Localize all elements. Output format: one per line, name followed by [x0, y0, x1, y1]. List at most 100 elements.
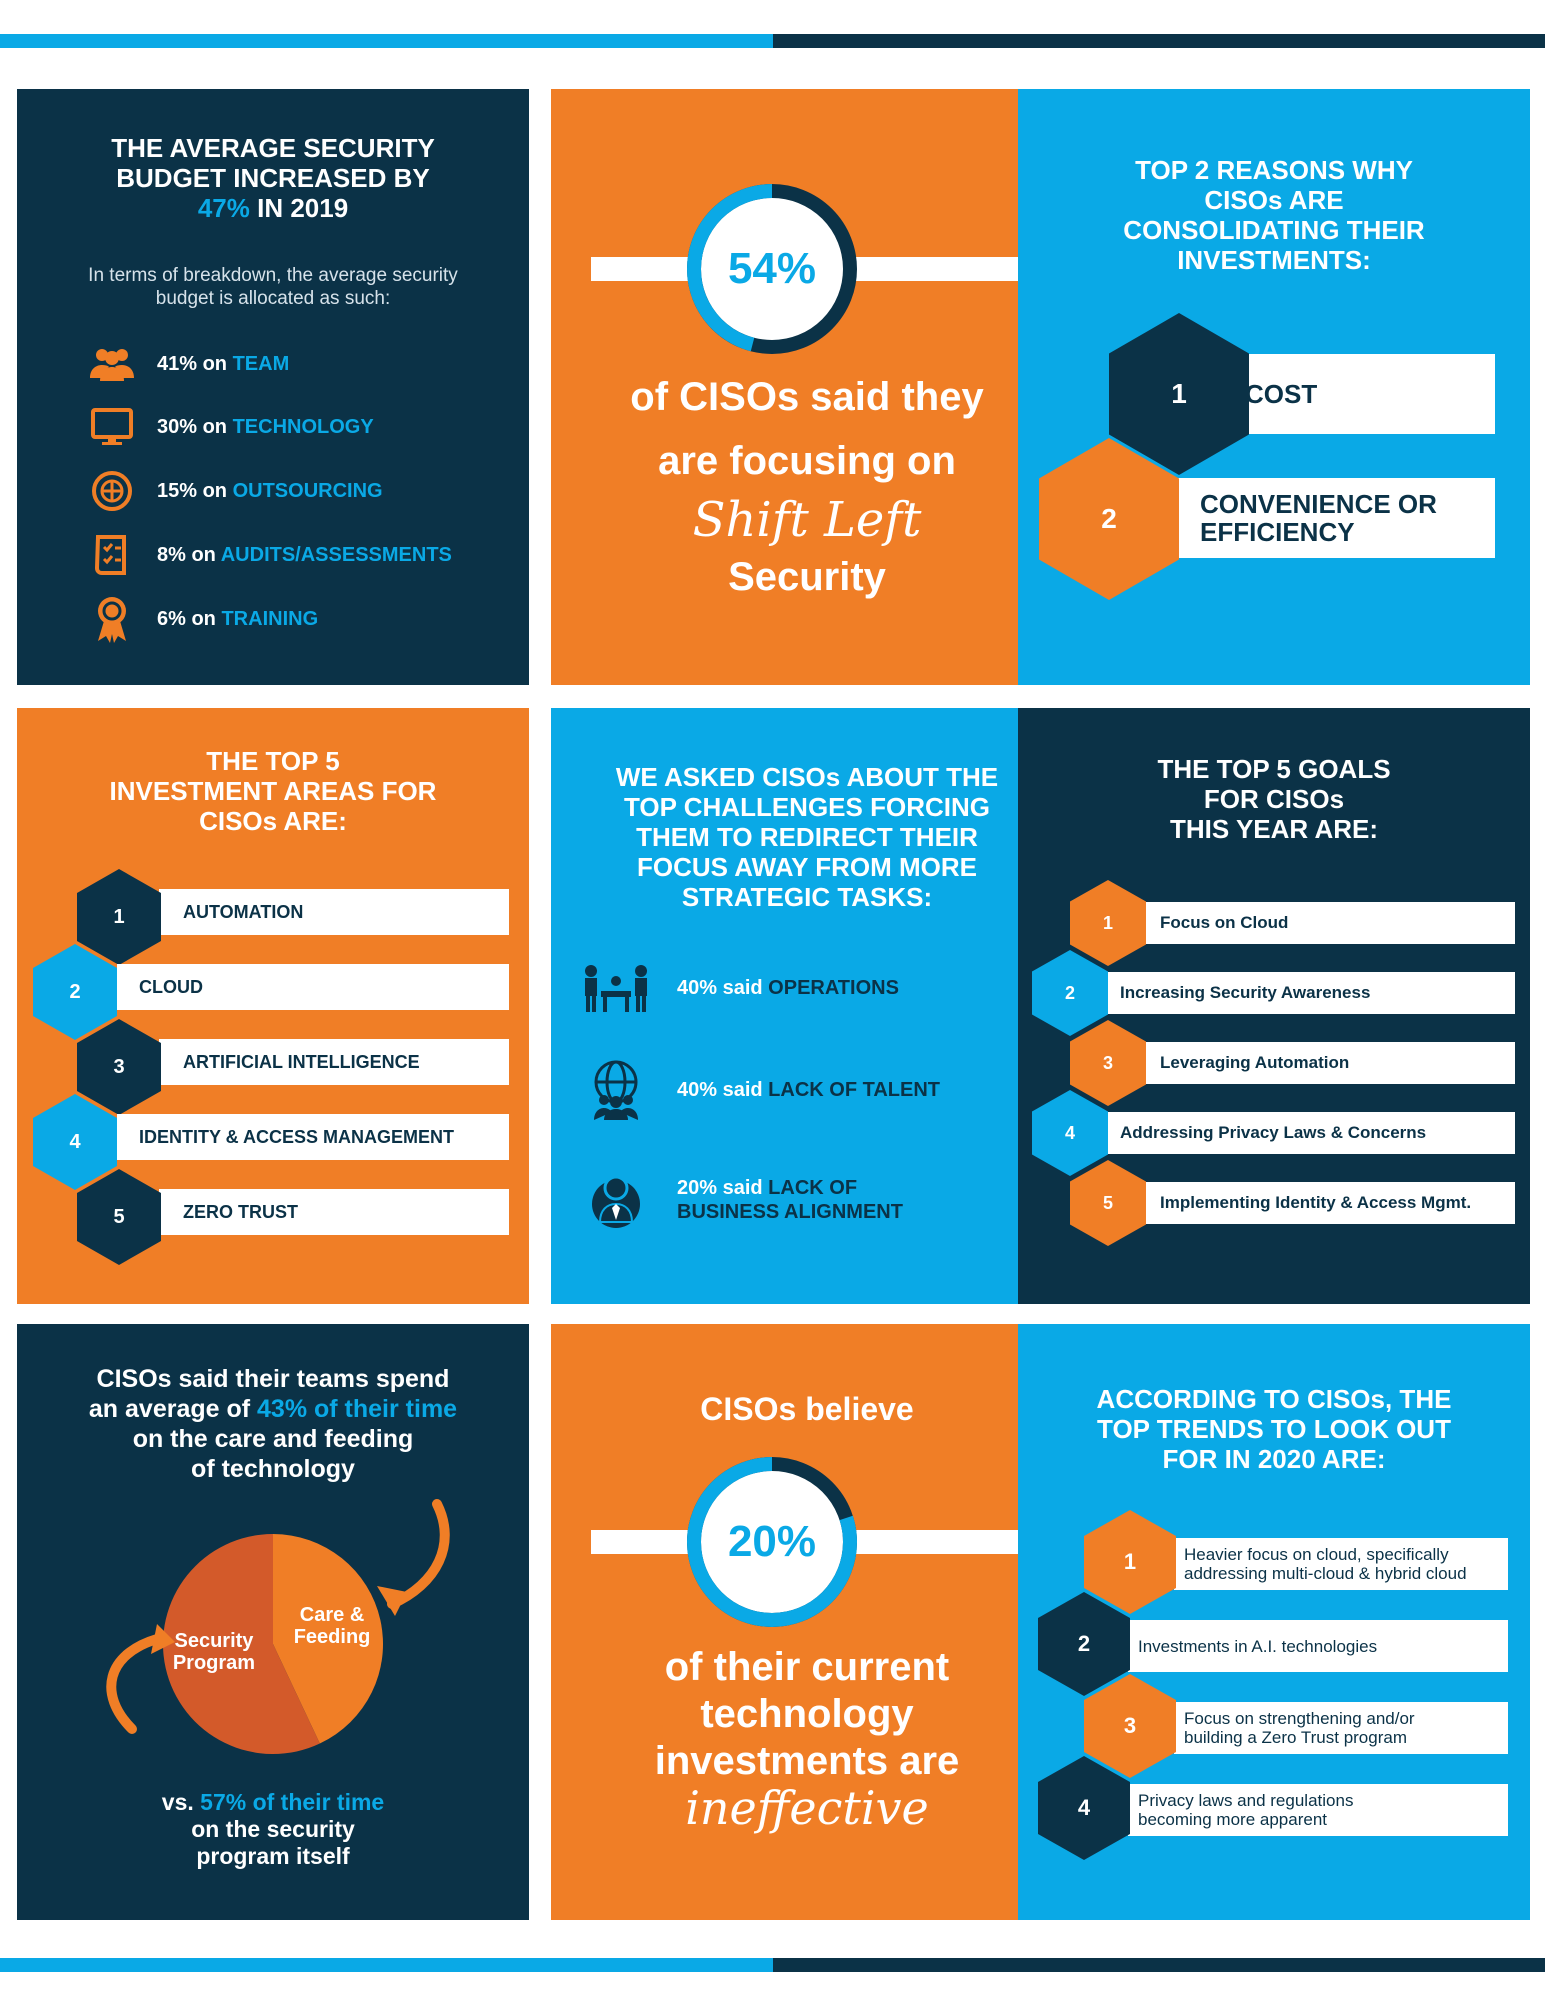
- pie-slice-care-feeding: [273, 1534, 383, 1744]
- shift-left-script: Shift Left: [692, 492, 922, 548]
- trend-item-hex: 3: [1084, 1674, 1176, 1778]
- reason-2-label-line1: CONVENIENCE OR: [1200, 489, 1437, 519]
- investment-item-box: CLOUD: [117, 964, 509, 1010]
- investment-title-line: INVESTMENT AREAS FOR: [109, 776, 437, 806]
- globe-outsourcing-icon: [87, 471, 137, 511]
- budget-panel: THE AVERAGE SECURITY BUDGET INCREASED BY…: [17, 89, 529, 685]
- goal-item-box: Addressing Privacy Laws & Concerns: [1106, 1112, 1515, 1154]
- trend-item-line1: Investments in A.I. technologies: [1138, 1636, 1378, 1656]
- budget-item-label: AUDITS/ASSESSMENTS: [220, 543, 452, 566]
- time-title-pre: an average of: [88, 1395, 251, 1423]
- goal-item-num: 4: [1064, 1122, 1075, 1143]
- time-pie-chart: Care & Feeding Security Program: [106, 1499, 450, 1754]
- investment-item-num: 1: [113, 905, 125, 928]
- investment-item-label: CLOUD: [139, 976, 203, 997]
- challenge-label: LACK OF TALENT: [768, 1079, 940, 1101]
- goal-item-label: Leveraging Automation: [1160, 1053, 1350, 1072]
- trend-item-num: 4: [1077, 1795, 1091, 1820]
- arrow-curve-bottom: [106, 1634, 162, 1734]
- pie-label-care-feeding: Care & Feeding: [294, 1604, 371, 1648]
- investment-item-box: AUTOMATION: [159, 889, 509, 935]
- trend-item-text: Privacy laws and regulations becoming mor…: [1138, 1791, 1353, 1829]
- investment-item-box: ARTIFICIAL INTELLIGENCE: [159, 1039, 509, 1085]
- time-title-line4: of technology: [191, 1455, 355, 1483]
- shift-left-text: of CISOs said they are focusing on Shift…: [551, 374, 1063, 600]
- trend-item-line1: Focus on strengthening and/or: [1184, 1709, 1415, 1728]
- reason-2-num: 2: [1101, 503, 1117, 534]
- budget-item-audits: 8% on AUDITS/ASSESSMENTS: [87, 535, 452, 575]
- goals-title-line: FOR CISOs: [1203, 784, 1345, 814]
- reason-2-label-line2: EFFICIENCY: [1200, 517, 1355, 547]
- arrow-head-bottom: [151, 1624, 175, 1654]
- time-bottom-pre: vs.: [161, 1789, 194, 1815]
- reasons-title: TOP 2 REASONS WHY CISOs ARE CONSOLIDATIN…: [1018, 155, 1530, 275]
- time-bottom-line1: vs. 57% of their time: [17, 1789, 529, 1816]
- budget-item-team: 41% on TEAM: [87, 344, 289, 384]
- trend-item-hex: 4: [1038, 1756, 1130, 1860]
- trend-item-box: Investments in A.I. technologies: [1128, 1620, 1508, 1672]
- budget-title-line1: THE AVERAGE SECURITY: [111, 133, 435, 163]
- award-ribbon-icon: [87, 597, 137, 643]
- ineffective-text: of their current technology investments …: [551, 1644, 1063, 1832]
- trends-title-line: TOP TRENDS TO LOOK OUT: [1097, 1414, 1451, 1444]
- budget-item-label: TECHNOLOGY: [232, 415, 374, 438]
- reasons-panel: TOP 2 REASONS WHY CISOs ARE CONSOLIDATIN…: [1018, 89, 1530, 685]
- investment-item-num: 2: [69, 980, 81, 1003]
- challenges-title-line: STRATEGIC TASKS:: [681, 882, 933, 912]
- goal-item-label: Increasing Security Awareness: [1120, 983, 1371, 1002]
- trends-title-line: FOR IN 2020 ARE:: [1162, 1444, 1386, 1474]
- trend-item-hex: 2: [1038, 1592, 1130, 1696]
- goal-item-hex: 5: [1070, 1160, 1146, 1246]
- reason-2-hex: 2: [1039, 438, 1179, 600]
- challenges-panel: WE ASKED CISOs ABOUT THE TOP CHALLENGES …: [551, 708, 1063, 1304]
- budget-item-pct: 15% on: [157, 479, 228, 502]
- trend-item-text: Heavier focus on cloud, specifically addr…: [1184, 1545, 1467, 1583]
- trend-item-hex: 1: [1084, 1510, 1176, 1614]
- challenge-pct: 40% said: [677, 1079, 763, 1101]
- shift-left-panel: 54% of CISOs said they are focusing on S…: [551, 89, 1063, 685]
- time-title-line2: an average of 43% of their time: [17, 1394, 529, 1424]
- pie-slice-security-program: [163, 1534, 320, 1754]
- investment-title: THE TOP 5 INVESTMENT AREAS FOR CISOs ARE…: [17, 746, 529, 836]
- investment-item-hex: 5: [77, 1169, 161, 1265]
- budget-title-line2: BUDGET INCREASED BY: [116, 163, 430, 193]
- reasons-title-line: CISOs ARE: [1204, 185, 1344, 215]
- investment-item-hex: 2: [33, 944, 117, 1040]
- trend-item-box: Focus on strengthening and/or building a …: [1174, 1702, 1508, 1754]
- time-bottom-line3: program itself: [196, 1843, 350, 1869]
- global-team-icon: [581, 1060, 651, 1120]
- goal-item-num: 1: [1102, 912, 1113, 933]
- trend-item-num: 1: [1123, 1549, 1137, 1574]
- meeting-icon: [581, 958, 651, 1018]
- trend-item-num: 2: [1077, 1631, 1091, 1656]
- investment-item-hex: 3: [77, 1019, 161, 1115]
- trend-item-line1: Heavier focus on cloud, specifically: [1184, 1545, 1449, 1564]
- ineffective-line2: technology: [700, 1692, 914, 1736]
- investment-item-num: 5: [113, 1205, 125, 1228]
- trend-item-line2: building a Zero Trust program: [1184, 1728, 1407, 1747]
- investment-item-label: ARTIFICIAL INTELLIGENCE: [183, 1051, 420, 1072]
- reason-2-box: CONVENIENCE OR EFFICIENCY: [1178, 478, 1495, 558]
- challenges-title-line: THEM TO REDIRECT THEIR: [636, 822, 978, 852]
- goal-item-label: Implementing Identity & Access Mgmt.: [1160, 1193, 1472, 1212]
- reasons-title-line: INVESTMENTS:: [1177, 245, 1371, 275]
- goal-item-label: Focus on Cloud: [1160, 913, 1289, 932]
- reason-1-label: COST: [1245, 378, 1318, 409]
- time-bottom: vs. 57% of their time on the security pr…: [17, 1789, 529, 1870]
- stat-ring: [687, 1457, 857, 1627]
- investment-item-box: IDENTITY & ACCESS MANAGEMENT: [117, 1114, 509, 1160]
- investment-item-hex: 4: [33, 1094, 117, 1190]
- investment-panel: THE TOP 5 INVESTMENT AREAS FOR CISOs ARE…: [17, 708, 529, 1304]
- arrow-curve-top: [387, 1499, 450, 1609]
- time-title-line3: on the care and feeding: [132, 1425, 414, 1453]
- trends-panel: ACCORDING TO CISOs, THE TOP TRENDS TO LO…: [1018, 1324, 1530, 1920]
- checklist-icon: [87, 535, 137, 575]
- businessman-icon: [581, 1170, 651, 1230]
- challenges-title-line: TOP CHALLENGES FORCING: [624, 792, 990, 822]
- budget-pct: 47%: [197, 193, 250, 223]
- budget-item-pct: 30% on: [157, 415, 228, 438]
- stat-value: 54%: [727, 244, 817, 293]
- challenge-label-line2: BUSINESS ALIGNMENT: [677, 1201, 903, 1223]
- reasons-title-line: TOP 2 REASONS WHY: [1135, 155, 1413, 185]
- pie-label-security-program: Security Program: [173, 1630, 255, 1674]
